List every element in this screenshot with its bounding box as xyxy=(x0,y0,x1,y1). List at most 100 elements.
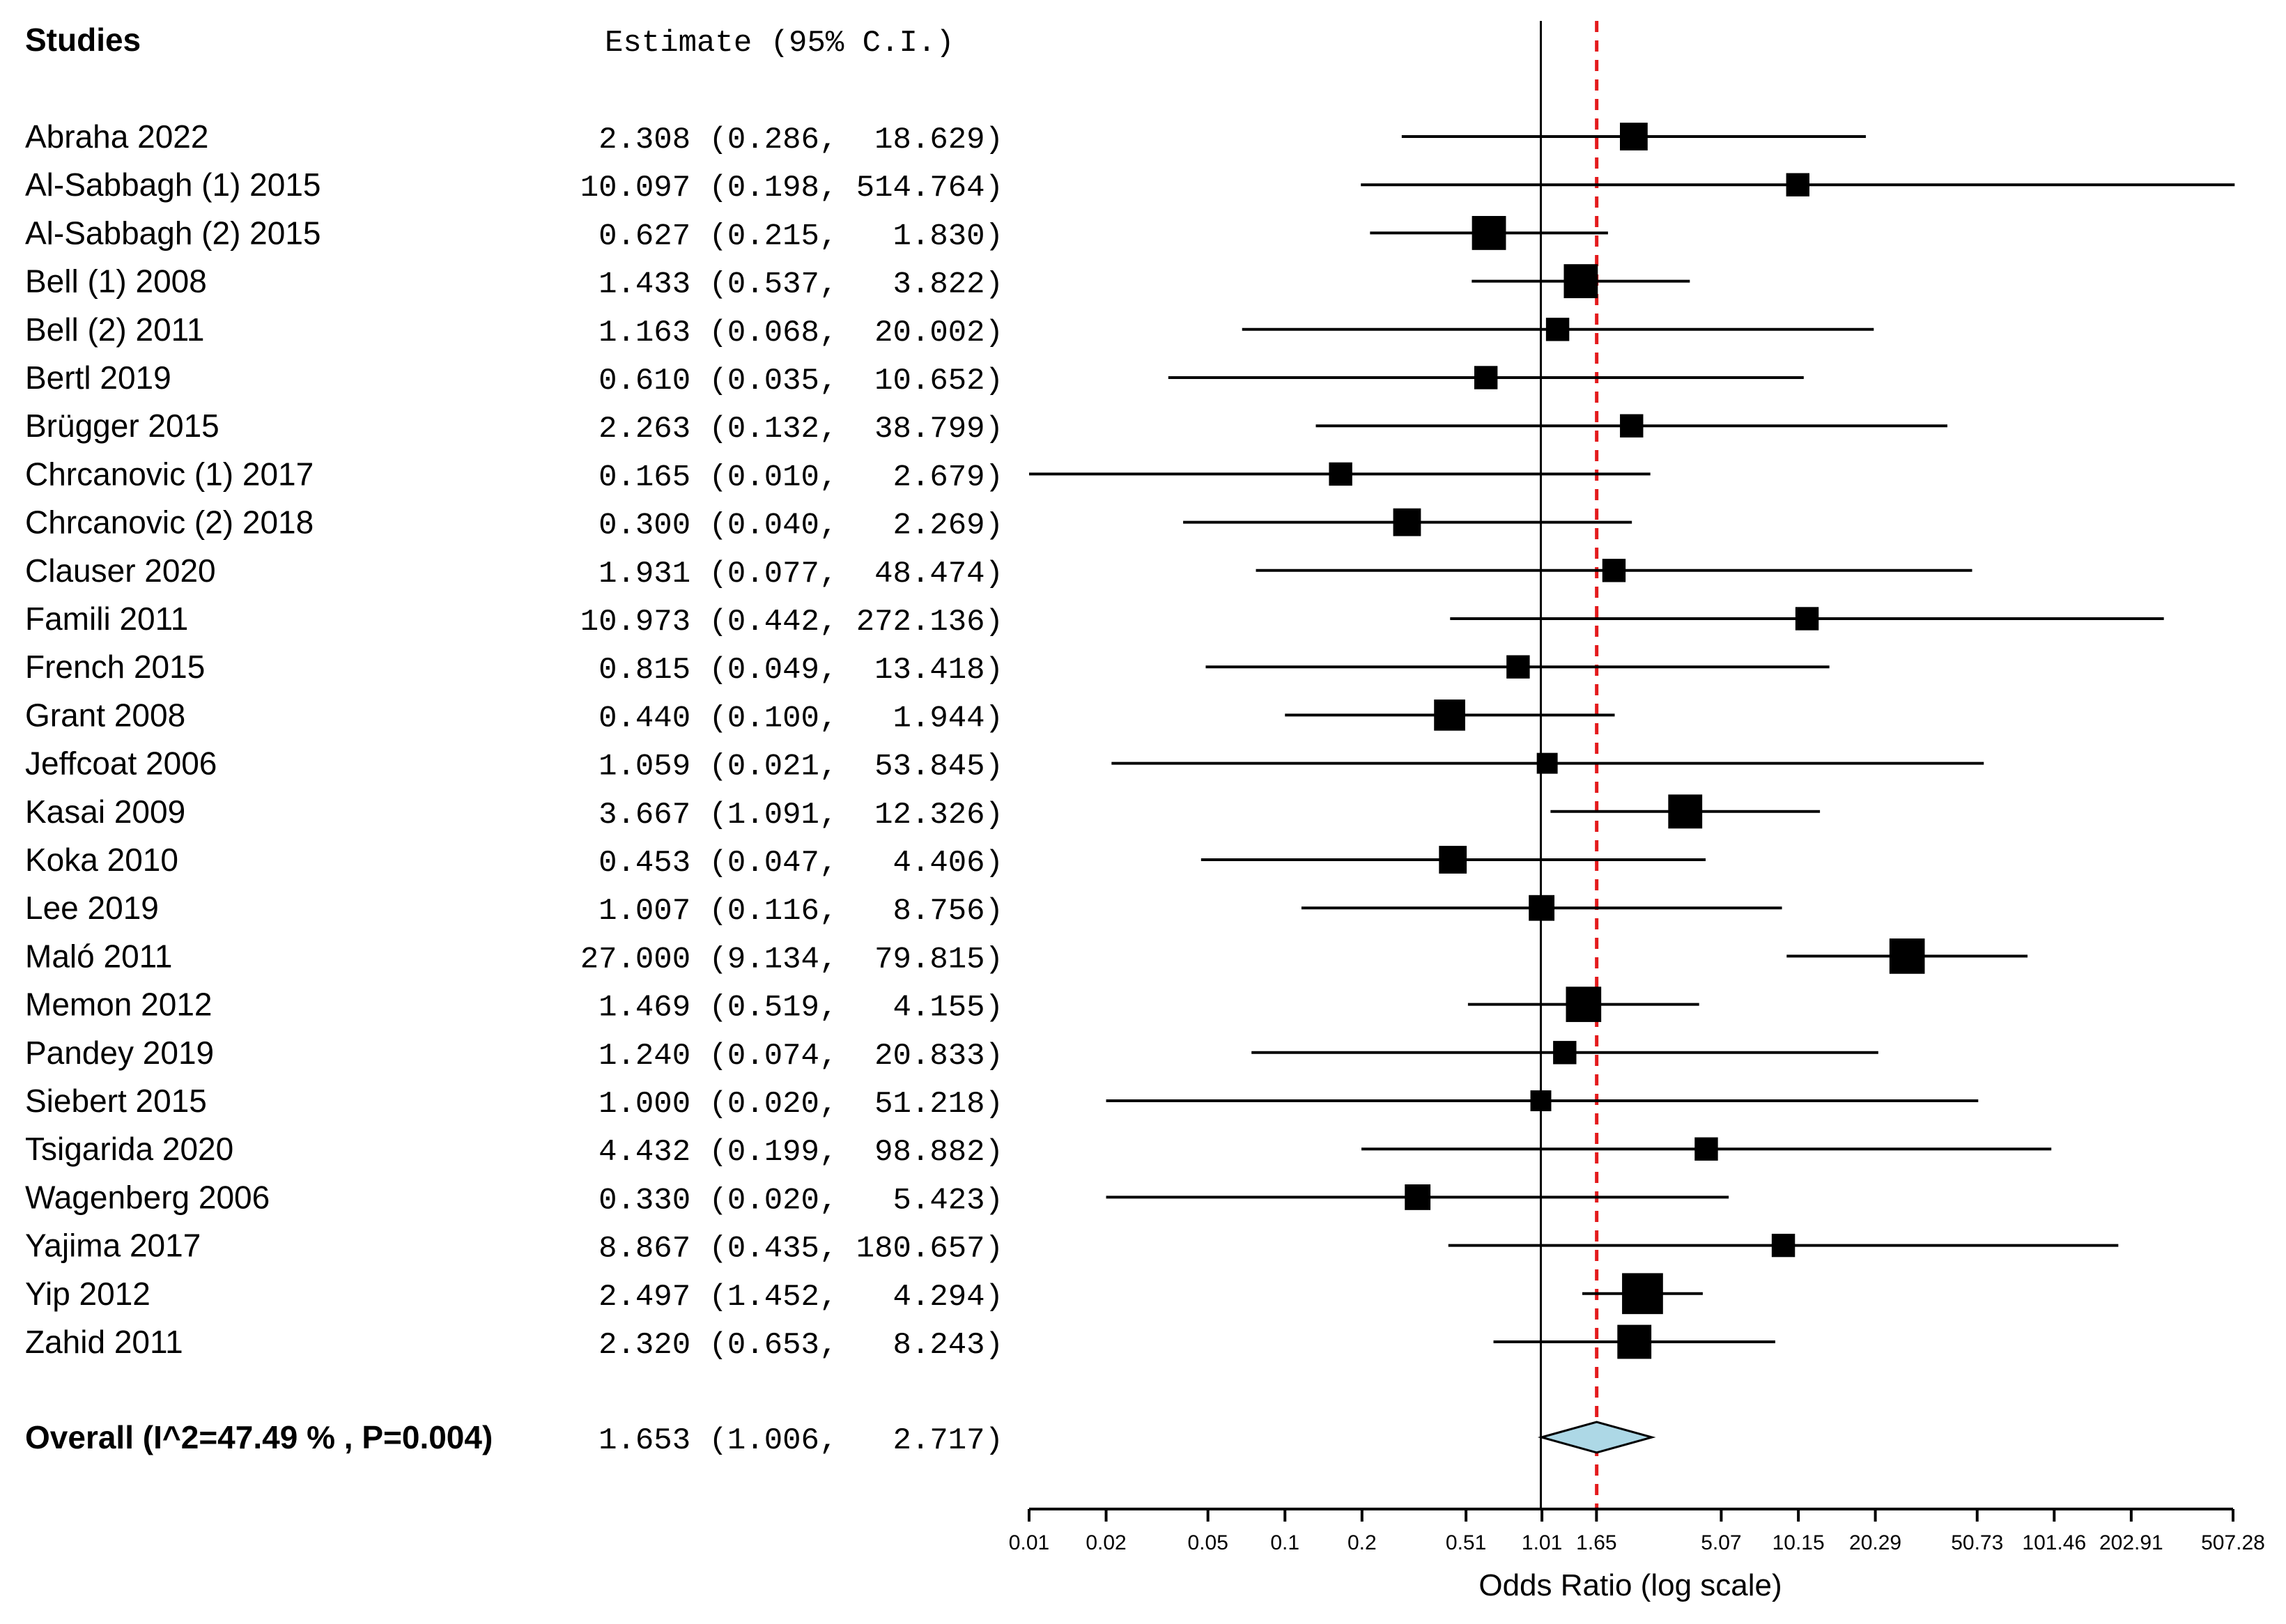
study-name: Al-Sabbagh (2) 2015 xyxy=(25,215,321,251)
study-name: Chrcanovic (2) 2018 xyxy=(25,504,314,541)
overall-estimate-text: 1.653 (1.006, 2.717) xyxy=(580,1423,1003,1458)
study-estimate-text: 0.165 (0.010, 2.679) xyxy=(580,460,1003,495)
study-name: Bell (2) 2011 xyxy=(25,311,204,348)
study-name: Pandey 2019 xyxy=(25,1035,214,1071)
study-estimate-text: 1.059 (0.021, 53.845) xyxy=(580,750,1003,784)
x-tick-label: 1.01 xyxy=(1522,1531,1562,1554)
study-name: French 2015 xyxy=(25,649,205,685)
study-point xyxy=(1530,1090,1552,1111)
study-name: Chrcanovic (1) 2017 xyxy=(25,456,314,492)
x-axis-title: Odds Ratio (log scale) xyxy=(1478,1568,1782,1602)
study-point xyxy=(1405,1184,1431,1210)
study-name: Wagenberg 2006 xyxy=(25,1179,270,1215)
study-estimate-text: 0.300 (0.040, 2.269) xyxy=(580,509,1003,543)
study-estimate-text: 1.163 (0.068, 20.002) xyxy=(580,316,1003,350)
x-tick-label: 0.05 xyxy=(1188,1531,1228,1554)
study-point xyxy=(1566,987,1602,1022)
study-name: Jeffcoat 2006 xyxy=(25,745,217,782)
study-estimate-text: 0.815 (0.049, 13.418) xyxy=(580,653,1003,688)
study-point xyxy=(1795,607,1819,631)
study-point xyxy=(1545,318,1570,341)
study-name: Abraha 2022 xyxy=(25,118,208,155)
study-point xyxy=(1506,655,1530,679)
study-estimate-text: 0.610 (0.035, 10.652) xyxy=(580,364,1003,399)
study-point xyxy=(1472,216,1506,250)
study-point xyxy=(1553,1041,1577,1065)
study-point xyxy=(1329,462,1352,486)
study-estimate-text: 2.497 (1.452, 4.294) xyxy=(580,1280,1003,1315)
x-tick-label: 101.46 xyxy=(2022,1531,2086,1554)
x-tick-label: 202.91 xyxy=(2099,1531,2163,1554)
study-estimate-text: 10.097 (0.198, 514.764) xyxy=(580,171,1003,206)
x-tick-label: 20.29 xyxy=(1849,1531,1901,1554)
study-estimate-text: 0.453 (0.047, 4.406) xyxy=(580,846,1003,881)
study-name: Siebert 2015 xyxy=(25,1083,207,1119)
study-point xyxy=(1786,173,1809,196)
overall-label: Overall (I^2=47.49 % , P=0.004) xyxy=(25,1419,493,1455)
study-estimate-text: 1.469 (0.519, 4.155) xyxy=(580,991,1003,1026)
overall-diamond xyxy=(1537,1421,1656,1454)
study-estimate-text: 2.263 (0.132, 38.799) xyxy=(580,412,1003,447)
study-estimate-text: 4.432 (0.199, 98.882) xyxy=(580,1135,1003,1170)
study-estimate-text: 2.308 (0.286, 18.629) xyxy=(580,123,1003,157)
study-name: Yajima 2017 xyxy=(25,1228,201,1264)
study-estimate-text: 2.320 (0.653, 8.243) xyxy=(580,1328,1003,1363)
study-name: Grant 2008 xyxy=(25,697,185,733)
study-estimate-text: 0.440 (0.100, 1.944) xyxy=(580,701,1003,736)
study-point xyxy=(1620,123,1648,150)
study-name: Koka 2010 xyxy=(25,842,178,878)
study-estimate-text: 1.240 (0.074, 20.833) xyxy=(580,1039,1003,1074)
study-point xyxy=(1622,1273,1663,1315)
study-estimate-text: 10.973 (0.442, 272.136) xyxy=(580,605,1003,640)
study-estimate-text: 3.667 (1.091, 12.326) xyxy=(580,798,1003,833)
study-name: Clauser 2020 xyxy=(25,552,216,589)
plot-marks xyxy=(1029,21,2235,1509)
study-point xyxy=(1536,752,1558,774)
study-point xyxy=(1668,794,1703,829)
study-rows: Abraha 2022 2.308 (0.286, 18.629) Al-Sabb… xyxy=(25,118,1003,1458)
study-point xyxy=(1439,846,1467,874)
study-point xyxy=(1620,414,1644,438)
x-tick-label: 5.07 xyxy=(1701,1531,1741,1554)
study-name: Tsigarida 2020 xyxy=(25,1131,233,1167)
x-tick-label: 0.1 xyxy=(1270,1531,1299,1554)
study-name: Kasai 2009 xyxy=(25,794,185,830)
study-name: Brügger 2015 xyxy=(25,408,219,444)
study-name: Bertl 2019 xyxy=(25,359,171,396)
x-axis: 0.01 0.02 0.05 0.1 0.2 0.51 1.01 1.65 5.07 10.15 2… xyxy=(1009,1508,2265,1554)
x-tick-label: 0.2 xyxy=(1347,1531,1377,1554)
study-name: Memon 2012 xyxy=(25,987,213,1023)
study-point xyxy=(1694,1137,1718,1161)
x-tick-label: 0.01 xyxy=(1009,1531,1049,1554)
study-estimate-text: 0.330 (0.020, 5.423) xyxy=(580,1183,1003,1218)
study-estimate-text: 8.867 (0.435, 180.657) xyxy=(580,1232,1003,1267)
study-name: Zahid 2011 xyxy=(25,1324,183,1360)
study-point xyxy=(1434,699,1465,731)
study-estimate-text: 1.000 (0.020, 51.218) xyxy=(580,1087,1003,1122)
study-point xyxy=(1617,1324,1652,1359)
x-tick-label: 507.28 xyxy=(2201,1531,2265,1554)
study-point xyxy=(1563,264,1598,298)
x-tick-label: 1.65 xyxy=(1576,1531,1616,1554)
study-point xyxy=(1602,559,1626,582)
study-estimate-text: 1.931 (0.077, 48.474) xyxy=(580,557,1003,591)
study-point xyxy=(1889,938,1925,974)
study-name: Famili 2011 xyxy=(25,601,188,637)
x-tick-label: 50.73 xyxy=(1951,1531,2003,1554)
study-point xyxy=(1771,1233,1795,1258)
x-tick-label: 10.15 xyxy=(1773,1531,1825,1554)
study-point xyxy=(1393,508,1421,536)
study-point xyxy=(1529,895,1555,921)
study-name: Lee 2019 xyxy=(25,890,159,926)
x-tick-label: 0.51 xyxy=(1446,1531,1486,1554)
study-estimate-text: 1.007 (0.116, 8.756) xyxy=(580,894,1003,929)
study-estimate-text: 0.627 (0.215, 1.830) xyxy=(580,219,1003,254)
study-name: Yip 2012 xyxy=(25,1276,150,1312)
study-estimate-text: 1.433 (0.537, 3.822) xyxy=(580,268,1003,302)
study-name: Bell (1) 2008 xyxy=(25,263,207,300)
study-estimate-text: 27.000 (9.134, 79.815) xyxy=(580,942,1003,977)
study-name: Maló 2011 xyxy=(25,938,172,974)
study-point xyxy=(1474,366,1498,389)
study-name: Al-Sabbagh (1) 2015 xyxy=(25,167,321,203)
